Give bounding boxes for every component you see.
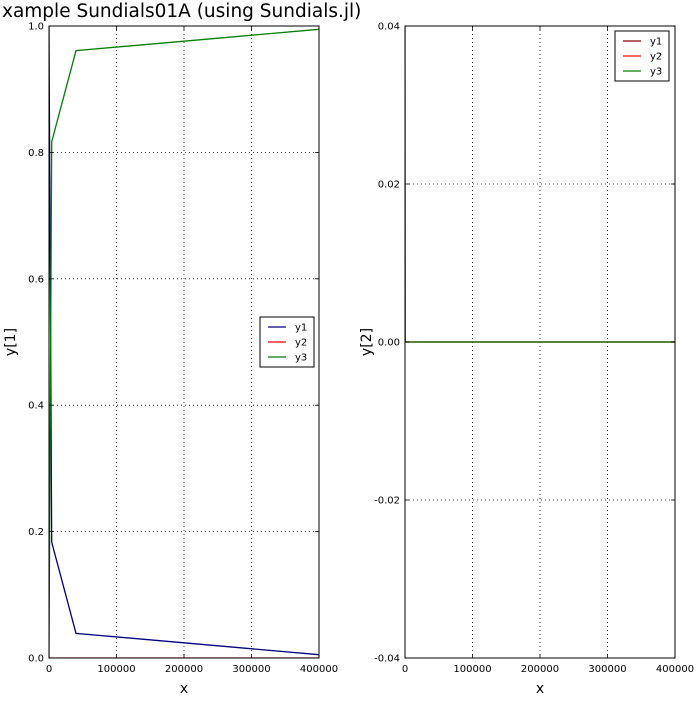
plot2-xlabel: x	[536, 681, 544, 697]
plot2-ytick-label-2: 0.00	[378, 338, 400, 349]
plot1-xlabel: x	[180, 681, 188, 697]
figure-title: xample Sundials01A (using Sundials.jl)	[2, 1, 361, 22]
plot1-ytick-label-1: 0.2	[28, 527, 44, 538]
plot1-xtick-label-2: 200000	[165, 664, 203, 675]
plot1-xtick-label-1: 100000	[97, 664, 135, 675]
plot2-xtick-label-0: 0	[402, 664, 408, 675]
plot1-ytick-label-4: 0.8	[28, 148, 44, 159]
plot2-ytick-label-4: 0.04	[378, 22, 400, 33]
plot1-xtick-label-3: 300000	[232, 664, 270, 675]
plot1: 0 100000 200000 300000 400000 0.0 0.2 0.4 0.6 0.8…	[3, 22, 338, 698]
plot2-legend-label-y2: y2	[650, 52, 662, 63]
plot1-ytick-label-2: 0.4	[28, 401, 44, 412]
plot1-xtick-label-0: 0	[46, 664, 52, 675]
plot1-ytick-label-3: 0.6	[28, 274, 44, 285]
plot2-xtick-label-2: 200000	[521, 664, 559, 675]
plot1-xtick-label-4: 400000	[300, 664, 338, 675]
plot1-legend-label-y2: y2	[295, 338, 307, 349]
plot1-ylabel: y[1]	[3, 328, 19, 356]
plot2-ytick-label-3: 0.02	[378, 180, 400, 191]
plot1-legend-label-y1: y1	[295, 323, 307, 334]
plot1-ytick-label-0: 0.0	[28, 654, 44, 665]
plot2-legend: y1 y2 y3	[615, 31, 669, 81]
plot2-legend-label-y1: y1	[650, 37, 662, 48]
plot2-xtick-label-4: 400000	[656, 664, 694, 675]
plot1-legend-label-y3: y3	[295, 353, 307, 364]
plot2-xtick-label-3: 300000	[588, 664, 626, 675]
plot2-ylabel: y[2]	[359, 328, 375, 356]
plot2-ytick-label-1: -0.02	[374, 496, 400, 507]
plot2-ytick-label-0: -0.04	[374, 654, 400, 665]
plot2: 0 100000 200000 300000 400000 -0.04 -0.02 0.00 0…	[359, 22, 694, 698]
plot1-ytick-label-5: 1.0	[28, 22, 44, 33]
plot2-xtick-label-1: 100000	[453, 664, 491, 675]
plot1-legend: y1 y2 y3	[260, 317, 314, 367]
plot2-legend-label-y3: y3	[650, 67, 662, 78]
